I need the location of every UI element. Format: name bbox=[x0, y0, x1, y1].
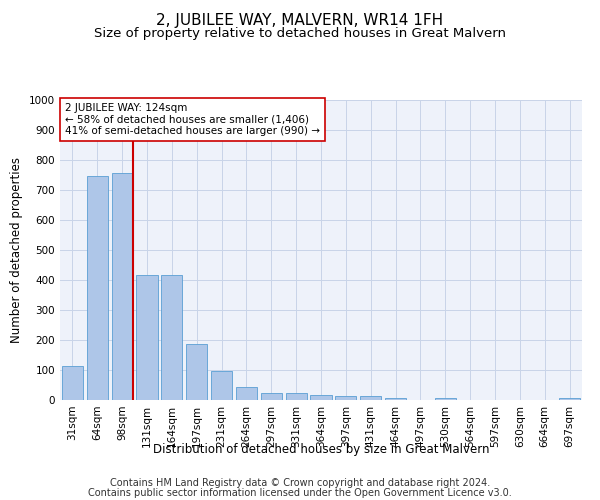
Text: Distribution of detached houses by size in Great Malvern: Distribution of detached houses by size … bbox=[153, 442, 489, 456]
Text: Size of property relative to detached houses in Great Malvern: Size of property relative to detached ho… bbox=[94, 28, 506, 40]
Bar bbox=[335, 396, 356, 400]
Text: 2, JUBILEE WAY, MALVERN, WR14 1FH: 2, JUBILEE WAY, MALVERN, WR14 1FH bbox=[157, 12, 443, 28]
Bar bbox=[559, 398, 580, 400]
Bar bbox=[360, 396, 381, 400]
Bar bbox=[286, 394, 307, 400]
Text: Contains public sector information licensed under the Open Government Licence v3: Contains public sector information licen… bbox=[88, 488, 512, 498]
Bar bbox=[310, 394, 332, 400]
Bar bbox=[87, 176, 108, 400]
Y-axis label: Number of detached properties: Number of detached properties bbox=[10, 157, 23, 343]
Bar bbox=[136, 274, 158, 400]
Bar bbox=[261, 394, 282, 400]
Bar bbox=[385, 398, 406, 400]
Text: 2 JUBILEE WAY: 124sqm
← 58% of detached houses are smaller (1,406)
41% of semi-d: 2 JUBILEE WAY: 124sqm ← 58% of detached … bbox=[65, 103, 320, 136]
Bar bbox=[186, 344, 207, 400]
Bar bbox=[161, 274, 182, 400]
Bar bbox=[62, 366, 83, 400]
Text: Contains HM Land Registry data © Crown copyright and database right 2024.: Contains HM Land Registry data © Crown c… bbox=[110, 478, 490, 488]
Bar bbox=[112, 173, 133, 400]
Bar bbox=[236, 386, 257, 400]
Bar bbox=[211, 371, 232, 400]
Bar bbox=[435, 398, 456, 400]
